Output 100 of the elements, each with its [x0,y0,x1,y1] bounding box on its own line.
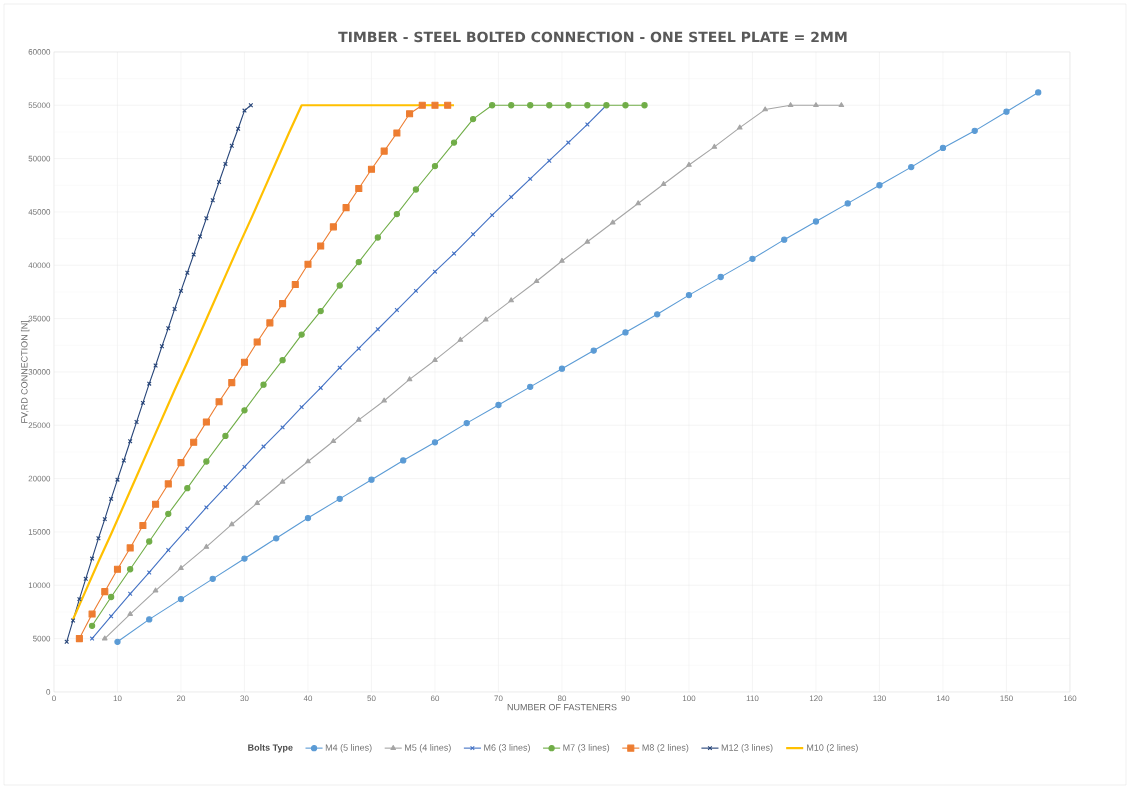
point [565,140,571,145]
point [375,326,381,332]
point [558,365,566,372]
point [279,478,286,484]
point [488,102,496,109]
point [412,186,420,193]
point [337,365,343,371]
chart-title: TIMBER - STEEL BOLTED CONNECTION - ONE STEEL PLATE = 2MM [338,31,847,43]
x-tick-label: 140 [936,695,950,702]
point [317,307,324,315]
point [178,288,184,294]
point [660,181,667,187]
point [101,635,108,641]
point [394,307,400,313]
point [241,555,248,562]
point [88,610,96,618]
y-tick-label: 60000 [28,49,51,55]
point [210,197,216,203]
point [838,102,845,108]
x-tick-label: 90 [621,695,630,702]
point [291,280,299,289]
point [177,459,185,467]
point [495,401,502,409]
point [223,484,228,490]
point [203,543,210,549]
point [304,260,312,268]
point [140,400,146,406]
point [229,143,235,149]
point [254,499,260,505]
point [876,182,883,189]
point [406,376,413,382]
point [202,418,210,426]
point [908,163,915,171]
point [70,618,76,623]
point [355,184,363,192]
x-tick-label: 10 [113,695,122,702]
point [165,547,171,553]
point [686,161,692,167]
point [590,347,597,354]
point [367,165,376,173]
point [89,556,95,561]
point [191,252,197,257]
point [146,616,153,623]
point [298,331,305,338]
x-tick-label: 40 [303,695,313,702]
point [260,381,267,388]
point [108,496,114,502]
point [336,495,343,502]
point [172,306,178,312]
point [393,210,401,218]
point [222,432,229,440]
point [781,236,788,243]
point [565,102,572,109]
point [787,102,794,108]
point [489,212,495,218]
point [356,346,362,351]
x-tick-label: 50 [367,695,376,702]
point [432,357,438,363]
point [228,521,235,527]
x-tick-label: 20 [176,695,186,702]
x-tick-label: 0 [52,695,56,702]
point [654,311,661,318]
point [241,407,248,414]
y-tick-label: 15000 [28,529,51,535]
point [304,514,312,522]
legend-title: Bolts Type [248,744,293,753]
point [584,238,591,244]
point [126,544,134,552]
point [235,126,241,132]
point [88,622,96,629]
point [813,102,819,108]
point [431,439,439,446]
point [134,419,139,425]
point [469,115,477,123]
point [203,458,210,465]
x-axis-title: NUMBER OF FASTENERS [507,703,617,711]
point [273,535,280,542]
point [641,102,648,109]
point [107,593,115,601]
point [749,255,756,263]
y-tick-label: 50000 [28,155,51,162]
point [393,129,401,137]
x-tick-label: 70 [494,695,503,702]
x-tick-label: 30 [240,695,249,702]
point [242,464,247,470]
legend-label: M7 (3 lines) [563,744,610,753]
point [197,234,203,239]
point [96,535,101,541]
point [527,176,533,182]
legend-label: M6 (3 lines) [484,744,530,753]
point [146,570,152,575]
point [102,516,108,522]
y-tick-label: 0 [46,689,51,695]
point [406,110,414,118]
point [146,538,153,545]
point [318,385,324,391]
point [711,143,718,149]
point [609,219,616,225]
point [305,458,311,464]
x-tick-label: 150 [1000,695,1013,702]
